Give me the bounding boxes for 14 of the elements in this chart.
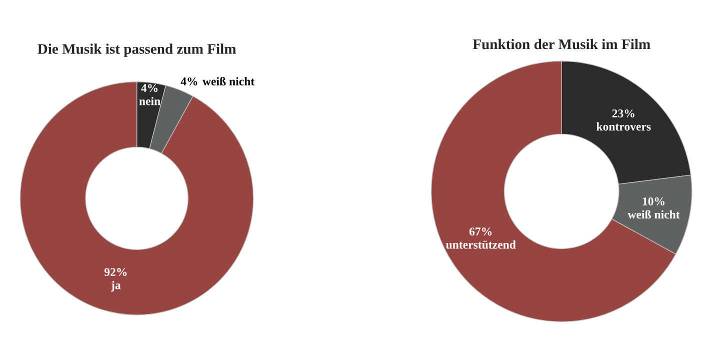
slice-label: weiß nicht [202, 76, 255, 86]
data-label: 4% [180, 77, 198, 86]
data-label: 67% [469, 228, 492, 236]
data-label: 10% [642, 197, 664, 206]
slice-label: nein [139, 96, 160, 106]
chart-title: Funktion der Musik im Film [472, 38, 650, 50]
chart-title: Die Musik ist passend zum Film [38, 44, 236, 57]
data-label: 23% [612, 109, 634, 118]
slice-label: kontrovers [596, 122, 651, 131]
data-label: 92% [104, 268, 127, 276]
slice-label: weiß nicht [628, 210, 680, 219]
data-label: 4% [141, 84, 158, 92]
slice-label: unterstützend [446, 240, 516, 249]
slice-label: ja [110, 280, 121, 292]
